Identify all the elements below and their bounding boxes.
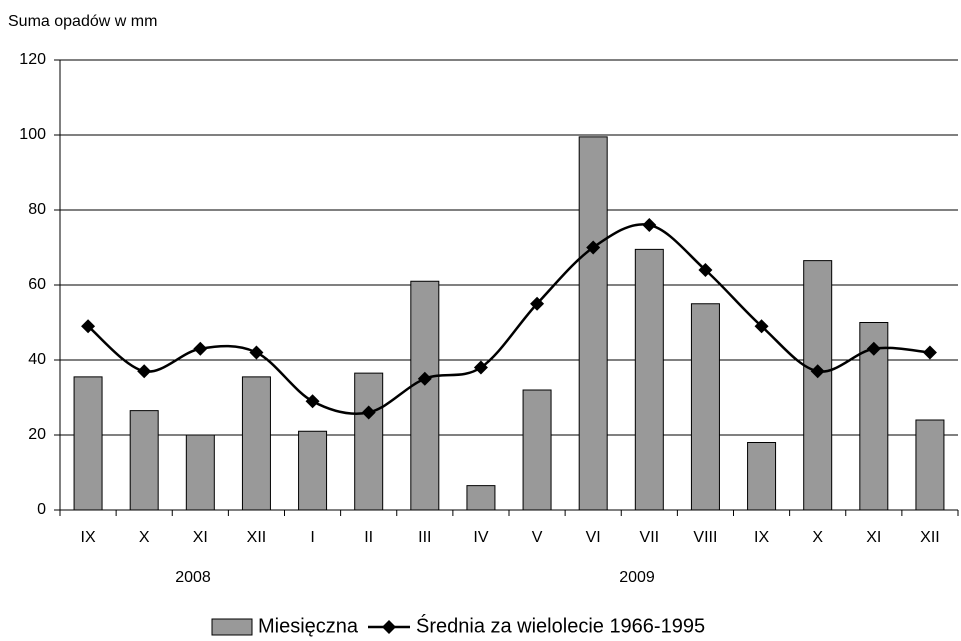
y-tick-label: 120 xyxy=(19,51,46,68)
legend-label: Średnia za wielolecie 1966-1995 xyxy=(416,613,705,637)
y-tick-label: 80 xyxy=(28,201,46,218)
x-tick-label: XII xyxy=(920,529,940,546)
bar xyxy=(690,303,720,511)
x-tick-label: XII xyxy=(247,529,267,546)
bar xyxy=(73,376,103,511)
marker xyxy=(586,240,601,255)
marker xyxy=(530,296,545,311)
legend-label: Miesięczna xyxy=(258,615,359,637)
bar xyxy=(298,430,328,511)
x-tick-label: VII xyxy=(640,529,660,546)
x-tick-label: IV xyxy=(473,529,488,546)
marker xyxy=(698,263,713,277)
group-label: 2009 xyxy=(619,569,655,586)
bar xyxy=(129,410,159,511)
bar xyxy=(915,419,945,511)
line xyxy=(87,223,931,415)
bar xyxy=(803,260,833,511)
group-label: 2008 xyxy=(175,569,211,586)
marker xyxy=(642,218,657,232)
bar xyxy=(634,248,664,511)
x-tick-label: III xyxy=(418,529,431,546)
bar xyxy=(578,136,608,511)
marker xyxy=(361,405,376,420)
legend-swatch xyxy=(211,618,253,636)
bar xyxy=(522,389,552,511)
bar xyxy=(410,280,440,511)
x-tick-label: X xyxy=(139,529,150,546)
marker xyxy=(137,364,152,379)
marker xyxy=(305,394,320,409)
x-tick-label: VIII xyxy=(693,529,717,546)
y-tick-label: 100 xyxy=(19,126,46,143)
x-tick-label: IX xyxy=(754,529,769,546)
marker xyxy=(193,341,208,356)
y-tick-label: 40 xyxy=(28,351,46,368)
marker xyxy=(754,319,769,334)
y-tick-label: 0 xyxy=(37,501,46,518)
x-tick-label: XI xyxy=(193,529,208,546)
marker xyxy=(81,319,96,334)
bar xyxy=(241,376,271,511)
x-tick-label: VI xyxy=(586,529,601,546)
x-tick-label: X xyxy=(812,529,823,546)
bar xyxy=(185,434,215,511)
bar xyxy=(466,485,496,511)
y-axis-label: Suma opadów w mm xyxy=(8,13,157,30)
y-tick-label: 20 xyxy=(28,426,46,443)
x-tick-label: I xyxy=(310,529,314,546)
marker xyxy=(417,371,432,386)
x-tick-label: XI xyxy=(866,529,881,546)
legend-marker xyxy=(382,620,396,634)
marker xyxy=(866,341,881,356)
marker xyxy=(249,345,264,360)
marker xyxy=(922,345,937,360)
bar xyxy=(747,442,777,511)
marker xyxy=(473,360,488,375)
x-tick-label: V xyxy=(532,529,543,546)
marker xyxy=(810,364,825,379)
y-tick-label: 60 xyxy=(28,276,46,293)
x-tick-label: IX xyxy=(81,529,96,546)
bar xyxy=(354,372,384,511)
x-tick-label: II xyxy=(364,529,373,546)
